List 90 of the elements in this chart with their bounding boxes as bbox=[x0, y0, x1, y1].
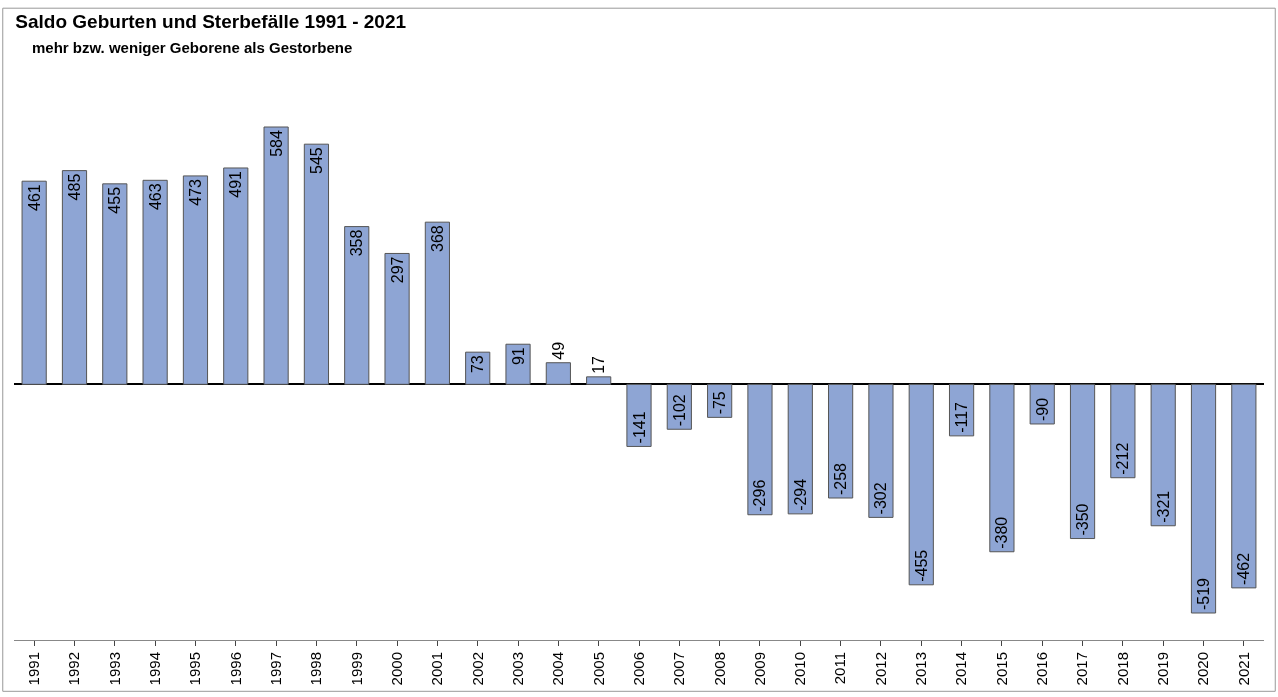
data-label: 545 bbox=[307, 147, 325, 174]
x-tick-label: 2020 bbox=[1194, 652, 1212, 686]
data-label: -462 bbox=[1235, 552, 1253, 585]
bar bbox=[303, 143, 330, 385]
data-label: 455 bbox=[106, 186, 124, 214]
data-label: -258 bbox=[832, 462, 850, 495]
bar bbox=[1190, 383, 1217, 614]
x-tick-label: 1998 bbox=[307, 652, 325, 686]
x-tick-label: 2008 bbox=[710, 652, 728, 686]
bar bbox=[142, 179, 168, 385]
x-tick-label: 2013 bbox=[912, 652, 930, 686]
x-tick-label: 1999 bbox=[347, 652, 365, 686]
bar bbox=[344, 226, 370, 385]
bar bbox=[545, 362, 571, 385]
data-label: -117 bbox=[953, 401, 971, 433]
data-label: -519 bbox=[1195, 577, 1213, 610]
data-label: 584 bbox=[267, 130, 285, 157]
data-label: 17 bbox=[590, 355, 608, 374]
data-label: 461 bbox=[25, 184, 43, 211]
chart-title: Saldo Geburten und Sterbefälle 1991 - 2021 bbox=[15, 10, 407, 32]
bar bbox=[908, 383, 934, 586]
data-label: 73 bbox=[469, 355, 487, 374]
bar bbox=[1110, 383, 1136, 479]
bar bbox=[61, 170, 88, 385]
bar bbox=[182, 175, 209, 385]
data-label: 91 bbox=[509, 347, 527, 366]
bar bbox=[223, 167, 249, 385]
data-label: -102 bbox=[670, 394, 688, 427]
x-tick-label: 2014 bbox=[952, 652, 970, 686]
x-tick-label: 2006 bbox=[629, 652, 647, 686]
data-label: -212 bbox=[1114, 442, 1132, 475]
bar bbox=[1150, 383, 1176, 527]
bar bbox=[424, 221, 450, 385]
bar bbox=[787, 383, 813, 515]
data-label: -321 bbox=[1154, 490, 1172, 523]
x-tick-label: 1991 bbox=[25, 652, 43, 686]
data-label: 358 bbox=[348, 229, 366, 257]
data-label: 463 bbox=[146, 183, 164, 211]
data-label: -380 bbox=[993, 516, 1011, 549]
bar bbox=[1069, 383, 1096, 540]
x-tick-label: 2017 bbox=[1073, 652, 1091, 686]
bar bbox=[586, 376, 612, 385]
x-tick-label: 2010 bbox=[791, 652, 809, 686]
data-label: -90 bbox=[1033, 397, 1051, 421]
data-label: -296 bbox=[751, 479, 769, 512]
data-label: 473 bbox=[186, 178, 204, 206]
bar bbox=[21, 180, 47, 385]
x-tick-label: 2012 bbox=[871, 652, 889, 686]
data-label: -455 bbox=[912, 549, 930, 582]
bar bbox=[384, 252, 410, 385]
bar bbox=[626, 383, 652, 447]
x-tick-label: 2015 bbox=[992, 652, 1010, 686]
data-label: -294 bbox=[791, 478, 809, 511]
x-tick-label: 2018 bbox=[1113, 652, 1131, 686]
x-tick-label: 2002 bbox=[468, 652, 486, 686]
data-label: 49 bbox=[549, 341, 567, 360]
data-label: -302 bbox=[872, 482, 890, 515]
x-tick-label: 2005 bbox=[589, 652, 607, 686]
x-tick-label: 1995 bbox=[186, 652, 204, 686]
x-tick-label: 1996 bbox=[226, 652, 244, 686]
chart-subtitle: mehr bzw. weniger Geborene als Gestorbene bbox=[15, 38, 353, 56]
bar bbox=[989, 383, 1015, 553]
x-tick-label: 2019 bbox=[1154, 652, 1172, 686]
x-tick-label: 2016 bbox=[1033, 652, 1051, 686]
data-label: 368 bbox=[428, 225, 446, 252]
x-tick-label: 2004 bbox=[549, 652, 567, 686]
x-tick-label: 2001 bbox=[428, 652, 446, 686]
x-tick-label: 2011 bbox=[831, 652, 849, 685]
x-tick-label: 2021 bbox=[1234, 652, 1252, 686]
bar bbox=[263, 126, 289, 385]
x-tick-label: 2000 bbox=[387, 652, 405, 686]
bar bbox=[102, 183, 128, 385]
x-tick-label: 1997 bbox=[266, 652, 284, 686]
bar bbox=[747, 383, 773, 516]
data-label: -350 bbox=[1074, 503, 1092, 536]
bar bbox=[828, 383, 854, 499]
x-tick-label: 2003 bbox=[508, 652, 526, 686]
data-label: 485 bbox=[65, 173, 83, 201]
x-tick-label: 1992 bbox=[65, 652, 83, 686]
data-label: 491 bbox=[227, 170, 245, 198]
bar bbox=[1231, 383, 1257, 589]
x-tick-label: 2007 bbox=[670, 652, 688, 686]
bar bbox=[868, 383, 894, 518]
x-tick-label: 1994 bbox=[146, 652, 164, 686]
data-label: -141 bbox=[630, 411, 648, 444]
x-tick-label: 1993 bbox=[105, 652, 123, 686]
data-label: 297 bbox=[388, 256, 406, 284]
x-tick-label: 2009 bbox=[750, 652, 768, 686]
data-label: -75 bbox=[711, 391, 729, 415]
bar bbox=[505, 343, 531, 385]
